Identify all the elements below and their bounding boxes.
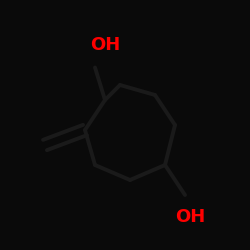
Text: OH: OH xyxy=(175,208,205,226)
Text: OH: OH xyxy=(90,36,120,54)
